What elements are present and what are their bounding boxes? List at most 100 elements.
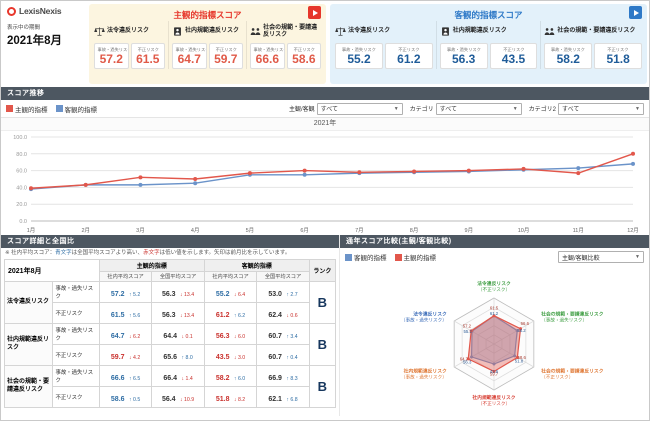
category-head: 社会の規範・要請違反リスク — [544, 21, 642, 42]
svg-text:40.0: 40.0 — [16, 185, 27, 191]
svg-text:61.2: 61.2 — [490, 311, 499, 316]
score-label: 事故・過失リスク — [97, 47, 129, 53]
subjective-categories: 法令違反リスク 事故・過失リスク 57.2 不正リスク 61.5 社内規範違反リスク 事故・… — [91, 21, 324, 69]
logo-column: LexisNexis 表示中の期間 2021年8月 — [1, 1, 87, 87]
subjective-title: 主観的指標スコア — [173, 10, 242, 20]
category-name: 法令違反リスク — [107, 28, 150, 35]
filter-label: 主観/客観 — [288, 107, 315, 113]
score-label: 不正リスク — [502, 47, 525, 53]
score-cell: 58.6 ↑ 0.5 — [98, 386, 153, 409]
row-metric: 不正リスク — [52, 344, 100, 367]
score-cell: 66.6 ↑ 6.5 — [98, 365, 153, 388]
note-text: ※ 社内平均スコア： — [5, 250, 56, 256]
svg-text:（事故・過失リスク）: （事故・過失リスク） — [401, 374, 447, 381]
objective-title: 客観的指標スコア — [454, 10, 523, 20]
legend-swatch — [345, 253, 352, 261]
svg-text:0.0: 0.0 — [19, 219, 27, 225]
radar-chart: 61.5 66.6 58.6 59.7 64.7 57.2 61.2 58.2 51.8 43.5… — [401, 280, 604, 407]
score-value: 66.6 — [255, 52, 279, 66]
rank-badge: B — [308, 365, 337, 409]
svg-text:社会の規範・要請違反リスク: 社会の規範・要請違反リスク — [540, 368, 604, 375]
svg-text:11月: 11月 — [573, 227, 584, 234]
trend-section-title: スコア推移 — [7, 90, 45, 97]
svg-text:（不正リスク）: （不正リスク） — [478, 287, 510, 293]
svg-text:7月: 7月 — [355, 227, 364, 234]
score-cell: 66.4 ↓ 1.4 — [151, 365, 205, 388]
table-month: 2021年8月 — [4, 259, 100, 283]
svg-text:8月: 8月 — [410, 227, 419, 234]
category-head: 社内規範違反リスク — [172, 21, 243, 42]
note-text: は全国平均スコアより高い、 — [71, 250, 144, 256]
trend-filters: 主観/客観 すべて ▼ カテゴリ すべて ▼ カテゴリ2 すべて ▼ — [288, 102, 644, 115]
score-value: 61.5 — [136, 52, 160, 66]
svg-text:法令違反リスク: 法令違反リスク — [477, 280, 511, 287]
row-metric: 事故・過失リスク — [52, 365, 100, 388]
score-cell: 65.6 ↑ 8.0 — [151, 344, 205, 367]
trend-legend: 主観的指標 客観的指標 — [6, 104, 97, 114]
svg-text:（不正リスク）: （不正リスク） — [541, 375, 573, 381]
row-category: 法令違反リスク — [3, 281, 54, 325]
legend-item: 客観的指標 — [345, 252, 387, 262]
id-badge-icon — [172, 26, 183, 37]
score-card: 不正リスク 61.2 — [384, 43, 433, 69]
bottom-section: スコア詳細と全国比 ※ 社内平均スコア：青文字は全国平均スコアより高い、赤文字は… — [1, 235, 649, 416]
rank-badge: B — [308, 323, 337, 367]
score-label: 事故・過失リスク — [253, 47, 285, 53]
comparison-select[interactable]: 主観/客観比較 ▼ — [558, 251, 644, 263]
legend-label: 客観的指標 — [64, 106, 98, 114]
comparison-section-header: 通年スコア比較(主観/客観比較) — [340, 235, 649, 248]
score-row: 事故・過失リスク 55.2 不正リスク 61.2 — [335, 43, 433, 69]
score-cell: 61.2 ↑ 6.2 — [203, 302, 258, 325]
score-value: 51.8 — [606, 52, 630, 66]
chevron-down-icon: ▼ — [393, 105, 399, 112]
svg-text:51.8: 51.8 — [515, 358, 524, 363]
objective-play-button[interactable] — [629, 6, 642, 19]
score-cell: 59.7 ↓ 4.2 — [98, 344, 153, 367]
score-value: 43.5 — [501, 52, 526, 66]
category-head: 社会の規範・要請違反リスク — [250, 21, 321, 42]
score-value: 58.6 — [292, 52, 316, 66]
svg-text:58.2: 58.2 — [517, 328, 526, 333]
score-label: 事故・過失リスク — [342, 47, 377, 53]
filter-select-2[interactable]: すべて ▼ — [558, 102, 644, 115]
row-metric: 事故・過失リスク — [52, 281, 100, 304]
row-category: 社会の規範・要請違反リスク — [3, 365, 54, 409]
comparison-controls: 客観的指標 主観的指標 主観/客観比較 ▼ — [340, 248, 649, 266]
svg-text:（事故・過失リスク）: （事故・過失リスク） — [401, 317, 447, 324]
score-value: 57.2 — [99, 52, 123, 66]
svg-text:10月: 10月 — [518, 227, 530, 234]
sub-header: 全国平均スコア — [256, 271, 310, 283]
note-text: は低い値を示します。 — [159, 250, 215, 256]
score-card: 不正リスク 51.8 — [594, 43, 643, 69]
lexisnexis-logo: LexisNexis — [7, 6, 85, 16]
filter-label: カテゴリ — [409, 107, 434, 113]
filter-select-0[interactable]: すべて ▼ — [316, 102, 403, 115]
score-value: 64.7 — [177, 52, 201, 66]
svg-text:法令違反リスク: 法令違反リスク — [413, 311, 447, 318]
score-label: 不正リスク — [607, 47, 629, 53]
score-card: 不正リスク 43.5 — [489, 43, 538, 69]
table-row: 不正リスク 61.5 ↑ 5.6 56.3 ↓ 13.4 61.2 ↑ 6.2 62.4… — [5, 302, 336, 325]
svg-text:9月: 9月 — [465, 227, 474, 234]
score-cell: 56.3 ↓ 6.0 — [203, 323, 258, 346]
group-header-objective: 客観的指標 — [203, 259, 310, 273]
score-cell: 56.3 ↓ 13.4 — [151, 281, 205, 304]
chart-year-title: 2021年 — [1, 118, 649, 131]
note-text: 赤文字 — [143, 250, 160, 256]
group-header-subjective: 主観的指標 — [98, 259, 205, 273]
score-cell: 64.7 ↓ 6.2 — [98, 323, 153, 346]
svg-text:56.3: 56.3 — [463, 359, 472, 364]
filter-select-1[interactable]: すべて ▼ — [435, 102, 522, 115]
score-cell: 56.3 ↓ 13.4 — [151, 302, 205, 325]
filter-select-value: すべて — [439, 107, 457, 113]
score-cell: 62.1 ↑ 6.8 — [256, 386, 310, 409]
logo-text: LexisNexis — [19, 6, 62, 16]
details-note: ※ 社内平均スコア：青文字は全国平均スコアより高い、赤文字は低い値を示します。矢… — [1, 248, 339, 259]
svg-text:社内規範違反リスク: 社内規範違反リスク — [471, 394, 515, 401]
details-column: スコア詳細と全国比 ※ 社内平均スコア：青文字は全国平均スコアより高い、赤文字は… — [1, 235, 339, 416]
score-label: 事故・過失リスク — [175, 47, 207, 53]
subjective-play-button[interactable] — [308, 6, 322, 19]
score-label: 事故・過失リスク — [551, 47, 586, 53]
svg-text:57.2: 57.2 — [463, 323, 472, 328]
id-badge-icon — [440, 26, 451, 37]
